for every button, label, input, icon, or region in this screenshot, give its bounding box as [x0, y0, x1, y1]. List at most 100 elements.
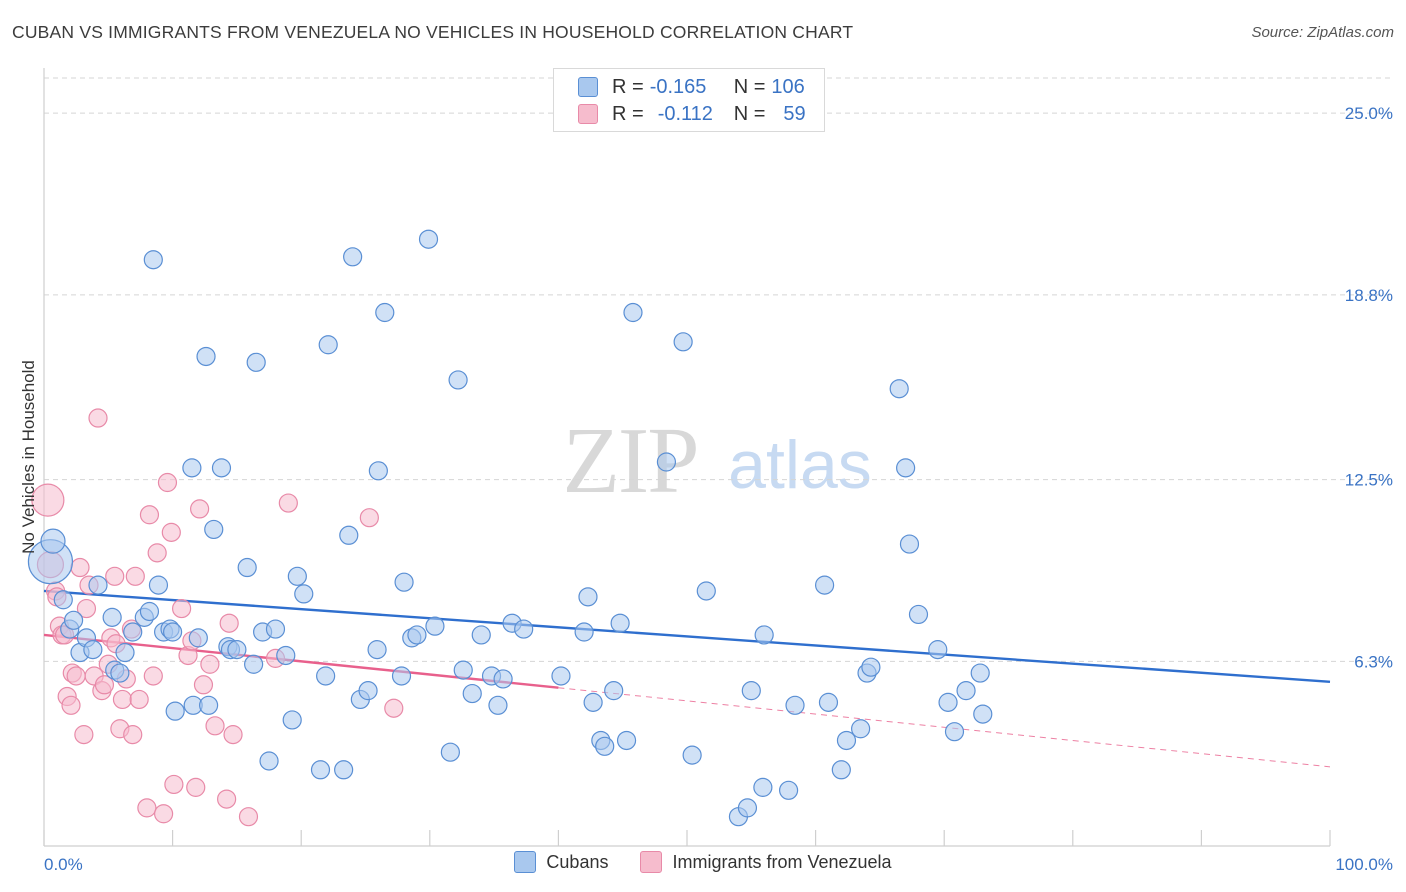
venezuela-point — [153, 804, 174, 824]
cubans-point — [143, 250, 163, 270]
cubans-point — [367, 640, 387, 660]
cubans-point — [310, 760, 331, 780]
cubans-point — [623, 302, 643, 323]
n-value: 106 — [771, 75, 805, 98]
venezuela-point — [143, 666, 163, 686]
cubans-point — [899, 534, 920, 554]
cubans-point — [418, 229, 439, 249]
r-value: -0.165 — [649, 75, 707, 98]
cubans-point — [282, 710, 302, 730]
cubans-point — [908, 604, 929, 625]
cubans-point — [938, 692, 958, 712]
cubans-point — [741, 681, 761, 701]
cubans-point — [407, 625, 427, 645]
cubans-point — [595, 736, 615, 756]
cubans-point — [188, 628, 208, 648]
cubans-point — [682, 745, 702, 765]
cubans-point — [343, 247, 363, 267]
cubans-point — [368, 461, 388, 481]
cubans-point — [656, 452, 677, 472]
y-tick-label: 25.0% — [1345, 104, 1393, 123]
stats-legend: R = -0.165 N = 106 R = -0.112 N = 59 — [553, 68, 825, 132]
legend-item-venezuela[interactable]: Immigrants from Venezuela — [640, 851, 892, 873]
cubans-point — [493, 669, 513, 689]
cubans-point — [102, 607, 122, 627]
venezuela-swatch — [578, 104, 598, 124]
cubans-point — [604, 681, 624, 701]
cubans-point — [851, 719, 871, 739]
cubans-point — [610, 613, 630, 633]
cubans-point — [970, 663, 990, 683]
watermark-zip: ZIP — [563, 409, 698, 513]
venezuela-point — [61, 695, 81, 715]
cubans-point — [944, 722, 965, 742]
cubans-point — [339, 525, 359, 545]
cubans-point — [448, 370, 468, 390]
venezuela-swatch — [640, 851, 663, 873]
venezuela-point — [193, 675, 214, 695]
venezuela-point — [123, 725, 143, 745]
venezuela-point — [278, 493, 298, 513]
cubans-point — [334, 760, 354, 780]
y-axis-label: No Vehicles in Household — [19, 360, 38, 554]
cubans-point — [316, 666, 336, 686]
cubans-swatch — [578, 77, 598, 97]
venezuela-point — [190, 499, 210, 519]
cubans-swatch — [514, 851, 537, 873]
cubans-point — [973, 704, 993, 724]
cubans-point — [453, 660, 473, 680]
cubans-point — [246, 352, 266, 372]
venezuela-point — [186, 777, 206, 797]
cubans-point — [696, 581, 716, 601]
cubans-point — [889, 379, 909, 399]
venezuela-point — [125, 566, 145, 586]
cubans-point — [956, 681, 976, 701]
cubans-point — [737, 798, 758, 818]
venezuela-point — [205, 716, 225, 736]
cubans-point — [928, 640, 948, 660]
legend-label: Cubans — [546, 851, 609, 872]
cubans-point — [259, 751, 279, 771]
x-tick-label: 0.0% — [44, 855, 83, 874]
cubans-point — [163, 622, 183, 642]
legend-item-cubans[interactable]: Cubans — [514, 851, 608, 873]
cubans-point — [211, 458, 232, 478]
trend-lines — [43, 589, 1331, 768]
venezuela-point — [359, 508, 379, 528]
y-tick-label: 18.8% — [1345, 286, 1393, 305]
cubans-point — [123, 622, 143, 642]
venezuela-point — [88, 408, 108, 428]
cubans-point — [227, 640, 247, 660]
venezuela-point — [74, 725, 94, 745]
cubans-point — [83, 640, 103, 660]
cubans-point — [110, 663, 130, 683]
venezuela-point — [219, 613, 239, 633]
venezuela-trend-line — [43, 633, 559, 689]
watermark-atlas: atlas — [728, 427, 872, 503]
cubans-point — [462, 683, 482, 704]
legend-label: Immigrants from Venezuela — [672, 851, 892, 872]
data-points — [27, 229, 993, 827]
cubans-point — [265, 619, 286, 639]
cubans-point — [394, 572, 414, 592]
cubans-point — [896, 458, 916, 478]
cubans-point — [237, 557, 257, 578]
venezuela-point — [112, 689, 133, 710]
cubans-point — [165, 701, 185, 721]
tick-labels: 6.3% 12.5% 18.8% 25.0% 0.0% 100.0% — [44, 104, 1393, 874]
venezuela-point — [217, 789, 237, 809]
venezuela-point — [147, 543, 167, 563]
r-value: -0.112 — [657, 102, 713, 125]
cubans-point — [514, 619, 534, 639]
venezuela-trend-extension — [558, 687, 1331, 768]
cubans-point — [148, 575, 169, 595]
venezuela-point — [94, 675, 115, 695]
cubans-point — [616, 730, 637, 751]
cubans-point — [578, 587, 598, 607]
venezuela-point — [200, 654, 220, 674]
n-label: N = — [733, 102, 766, 125]
venezuela-point — [137, 798, 157, 818]
cubans-point — [673, 332, 693, 352]
r-label: R = — [612, 75, 644, 98]
venezuela-point — [129, 689, 149, 710]
